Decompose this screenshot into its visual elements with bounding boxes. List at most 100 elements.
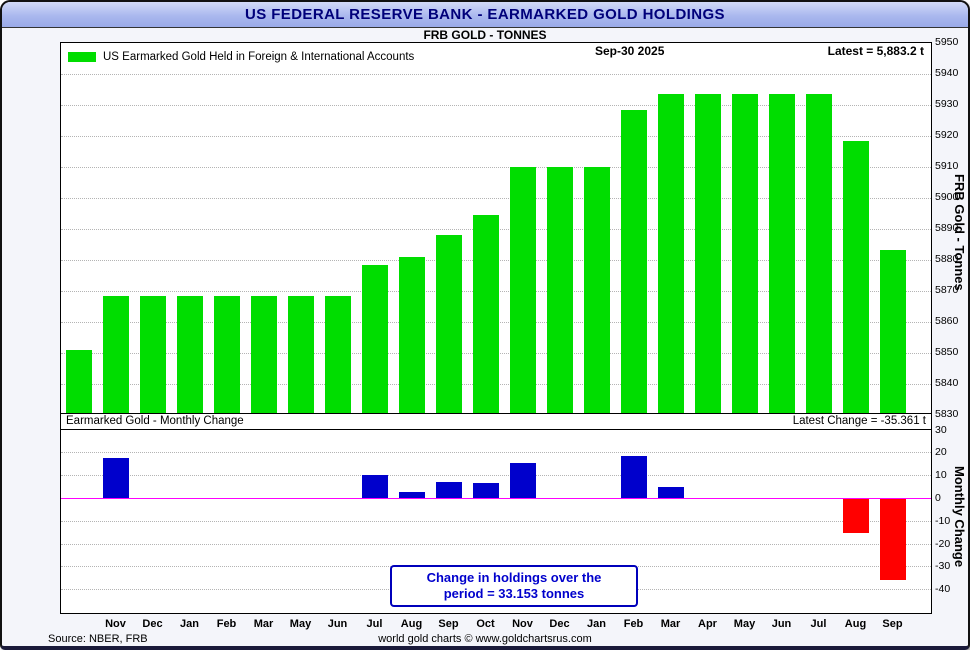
source-label: Source: NBER, FRB [48, 633, 148, 645]
zero-line [61, 498, 931, 499]
x-tick-label: Aug [844, 618, 867, 630]
y-tick-label: 30 [935, 423, 947, 436]
gridline [61, 475, 931, 477]
y-tick-label: 5910 [935, 160, 959, 172]
latest-holdings-label: Latest = 5,883.2 t [827, 44, 924, 58]
change-bar-positive [103, 458, 129, 498]
change-bar-positive [436, 482, 462, 498]
change-bar-positive [658, 486, 684, 498]
gridline [61, 452, 931, 454]
gridline [61, 520, 931, 522]
x-tick-label: Jun [771, 618, 792, 630]
note-line-1: Change in holdings over the [426, 570, 602, 585]
note-line-2: period = 33.153 tonnes [443, 586, 585, 601]
latest-change-label: Latest Change = -35.361 t [792, 415, 926, 427]
legend-label: US Earmarked Gold Held in Foreign & Inte… [103, 51, 415, 63]
gold-bar [658, 94, 684, 413]
x-tick-label: Jul [366, 618, 383, 630]
y-tick-label: 5860 [935, 315, 959, 327]
gold-bar [473, 215, 499, 413]
x-tick-label: Dec [142, 618, 163, 630]
x-tick-label: Dec [549, 618, 570, 630]
gold-bar [436, 235, 462, 413]
gridline [61, 136, 931, 137]
y-tick-label: 5870 [935, 284, 959, 296]
y-tick-label: 5900 [935, 191, 959, 203]
gold-bar [325, 295, 351, 413]
x-tick-label: Jun [327, 618, 348, 630]
gold-bar [251, 295, 277, 413]
gold-bar [880, 250, 906, 413]
y-tick-label: 5950 [935, 36, 959, 48]
gold-bar [806, 94, 832, 413]
gold-bar [103, 295, 129, 413]
x-tick-label: Feb [623, 618, 644, 630]
x-tick-label: Apr [698, 618, 717, 630]
copyright-label: world gold charts © www.goldchartsrus.co… [378, 633, 592, 645]
gold-bar [732, 94, 758, 413]
y-axis-title-tonnes: FRB Gold - Tonnes [952, 173, 967, 291]
y-tick-label: 10 [935, 469, 947, 482]
y-tick-label: -40 [935, 583, 951, 596]
gridline [61, 105, 931, 106]
y-tick-label: 5940 [935, 67, 959, 79]
gold-bar [843, 140, 869, 413]
x-tick-label: Nov [105, 618, 126, 630]
x-tick-label: May [289, 618, 312, 630]
y-tick-label: 0 [935, 492, 941, 504]
gold-bar [547, 167, 573, 413]
y-tick-label: -20 [935, 537, 951, 550]
date-label: Sep-30 2025 [595, 44, 665, 58]
gold-bar [399, 256, 425, 413]
legend-swatch-green-icon [68, 51, 96, 62]
x-tick-label: Mar [253, 618, 274, 630]
x-tick-label: Jan [180, 618, 199, 630]
x-tick-label: Jul [810, 618, 827, 630]
chart-subtitle: FRB GOLD - TONNES [423, 28, 547, 42]
x-tick-label: May [733, 618, 756, 630]
x-tick-label: Mar [660, 618, 681, 630]
gridline [61, 74, 931, 75]
x-tick-label: Sep [882, 618, 903, 630]
gold-bar [584, 167, 610, 413]
y-tick-label: 5830 [935, 408, 959, 420]
change-bar-negative [843, 499, 869, 534]
title-bar: US FEDERAL RESERVE BANK - EARMARKED GOLD… [2, 2, 968, 28]
y-tick-label: 5930 [935, 98, 959, 110]
holdings-panel [60, 42, 932, 414]
gridline [61, 167, 931, 168]
y-tick-label: -10 [935, 514, 951, 527]
gold-bar [214, 295, 240, 413]
change-bar-positive [473, 483, 499, 498]
x-tick-label: Feb [216, 618, 237, 630]
change-bar-negative [880, 499, 906, 580]
gold-bar [140, 295, 166, 413]
y-tick-label: 5890 [935, 222, 959, 234]
gridline [61, 543, 931, 545]
x-tick-label: Aug [400, 618, 423, 630]
y-axis-title-change: Monthly Change [952, 466, 967, 568]
gold-bar [695, 94, 721, 413]
gold-bar [177, 295, 203, 413]
change-panel-header: Earmarked Gold - Monthly Change Latest C… [60, 414, 932, 430]
page-title: US FEDERAL RESERVE BANK - EARMARKED GOLD… [245, 6, 725, 23]
legend: US Earmarked Gold Held in Foreign & Inte… [68, 51, 414, 63]
change-bar-positive [362, 475, 388, 498]
change-bar-positive [510, 462, 536, 498]
note-box: Change in holdings over the period = 33.… [390, 565, 638, 607]
y-tick-label: 5840 [935, 377, 959, 389]
gold-bar [66, 349, 92, 413]
gold-bar [288, 295, 314, 413]
change-panel-title: Earmarked Gold - Monthly Change [66, 415, 244, 427]
y-tick-label: 5880 [935, 253, 959, 265]
gridline [61, 198, 931, 199]
gold-bar [510, 167, 536, 413]
x-tick-label: Sep [438, 618, 459, 630]
change-panel [60, 430, 932, 614]
gold-bar [362, 264, 388, 413]
gold-bar [621, 109, 647, 413]
y-tick-label: 5920 [935, 129, 959, 141]
change-bar-positive [621, 455, 647, 498]
